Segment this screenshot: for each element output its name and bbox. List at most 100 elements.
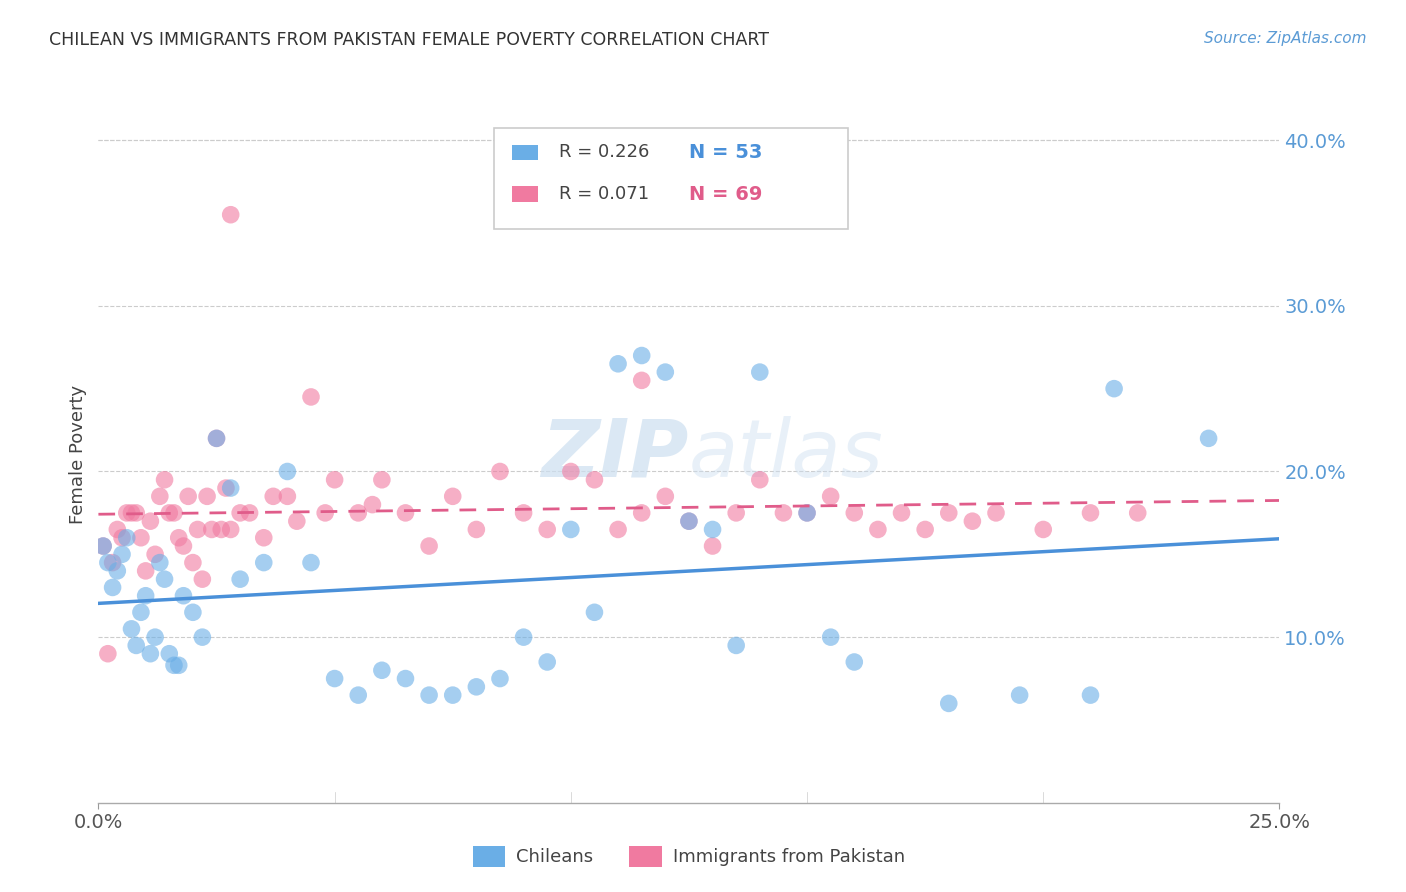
Point (607, 523, 630, 537)
Point (536, 523, 558, 537)
Point (239, 506, 262, 520)
Point (101, 581, 124, 595)
Point (105, 523, 128, 537)
Point (938, 697, 960, 711)
Point (1126, 506, 1149, 520)
Point (167, 531, 190, 545)
Point (820, 489, 842, 503)
Text: N = 69: N = 69 (689, 185, 762, 203)
Point (181, 556, 204, 570)
Point (465, 680, 488, 694)
Point (135, 589, 157, 603)
Legend: Chileans, Immigrants from Pakistan: Chileans, Immigrants from Pakistan (465, 838, 912, 874)
Point (1080, 688, 1102, 702)
Point (1198, 431, 1220, 445)
Point (630, 506, 652, 520)
Point (772, 506, 794, 520)
Point (583, 605, 606, 619)
Text: CHILEAN VS IMMIGRANTS FROM PAKISTAN FEMALE POVERTY CORRELATION CHART: CHILEAN VS IMMIGRANTS FROM PAKISTAN FEMA… (49, 31, 769, 49)
Point (276, 465, 298, 479)
Point (347, 688, 370, 702)
Point (560, 465, 582, 479)
Point (105, 564, 128, 578)
Point (314, 506, 336, 520)
Point (299, 390, 322, 404)
Point (583, 473, 606, 487)
Point (418, 539, 440, 553)
Point (91, 539, 114, 553)
Point (209, 523, 232, 537)
Point (489, 672, 512, 686)
Point (125, 506, 148, 520)
Point (748, 365, 770, 379)
Point (465, 523, 488, 537)
FancyBboxPatch shape (512, 145, 537, 160)
Text: R = 0.071: R = 0.071 (560, 185, 650, 203)
Point (890, 506, 912, 520)
Point (181, 605, 204, 619)
Point (201, 523, 224, 537)
Point (187, 523, 209, 537)
Point (125, 639, 148, 653)
Point (441, 688, 464, 702)
Point (914, 523, 936, 537)
Point (167, 658, 190, 673)
Point (219, 208, 242, 222)
Point (560, 523, 582, 537)
Point (172, 589, 194, 603)
Point (115, 506, 138, 520)
Point (418, 688, 440, 702)
Point (725, 639, 748, 653)
Point (219, 481, 242, 495)
Point (678, 514, 700, 528)
Point (489, 465, 512, 479)
Point (607, 357, 630, 371)
Point (984, 506, 1007, 520)
Point (371, 473, 394, 487)
Point (276, 489, 298, 503)
Point (143, 630, 166, 644)
Point (149, 489, 172, 503)
Point (323, 672, 346, 686)
Point (1102, 382, 1125, 396)
Point (748, 473, 770, 487)
Point (512, 506, 534, 520)
Point (347, 506, 370, 520)
Point (101, 556, 124, 570)
Point (97, 556, 120, 570)
Point (725, 506, 748, 520)
Point (135, 564, 157, 578)
Point (111, 547, 134, 561)
Point (97, 647, 120, 661)
Point (157, 647, 180, 661)
Point (371, 663, 394, 677)
Point (820, 630, 842, 644)
Point (219, 523, 242, 537)
Point (678, 514, 700, 528)
Point (299, 556, 322, 570)
Point (153, 572, 176, 586)
Point (157, 506, 180, 520)
Point (702, 539, 724, 553)
Point (253, 531, 276, 545)
Point (229, 506, 252, 520)
Point (149, 556, 172, 570)
Y-axis label: Female Poverty: Female Poverty (69, 385, 87, 524)
Point (938, 506, 960, 520)
Point (115, 531, 138, 545)
Point (121, 622, 143, 636)
Point (129, 531, 152, 545)
Point (91, 539, 114, 553)
Text: atlas: atlas (689, 416, 884, 494)
Point (323, 473, 346, 487)
Point (139, 647, 162, 661)
Point (153, 473, 176, 487)
Point (1008, 688, 1031, 702)
Point (1032, 523, 1054, 537)
FancyBboxPatch shape (494, 128, 848, 229)
Point (702, 523, 724, 537)
Point (229, 572, 252, 586)
Point (129, 605, 152, 619)
Text: Source: ZipAtlas.com: Source: ZipAtlas.com (1204, 31, 1367, 46)
Point (962, 514, 984, 528)
